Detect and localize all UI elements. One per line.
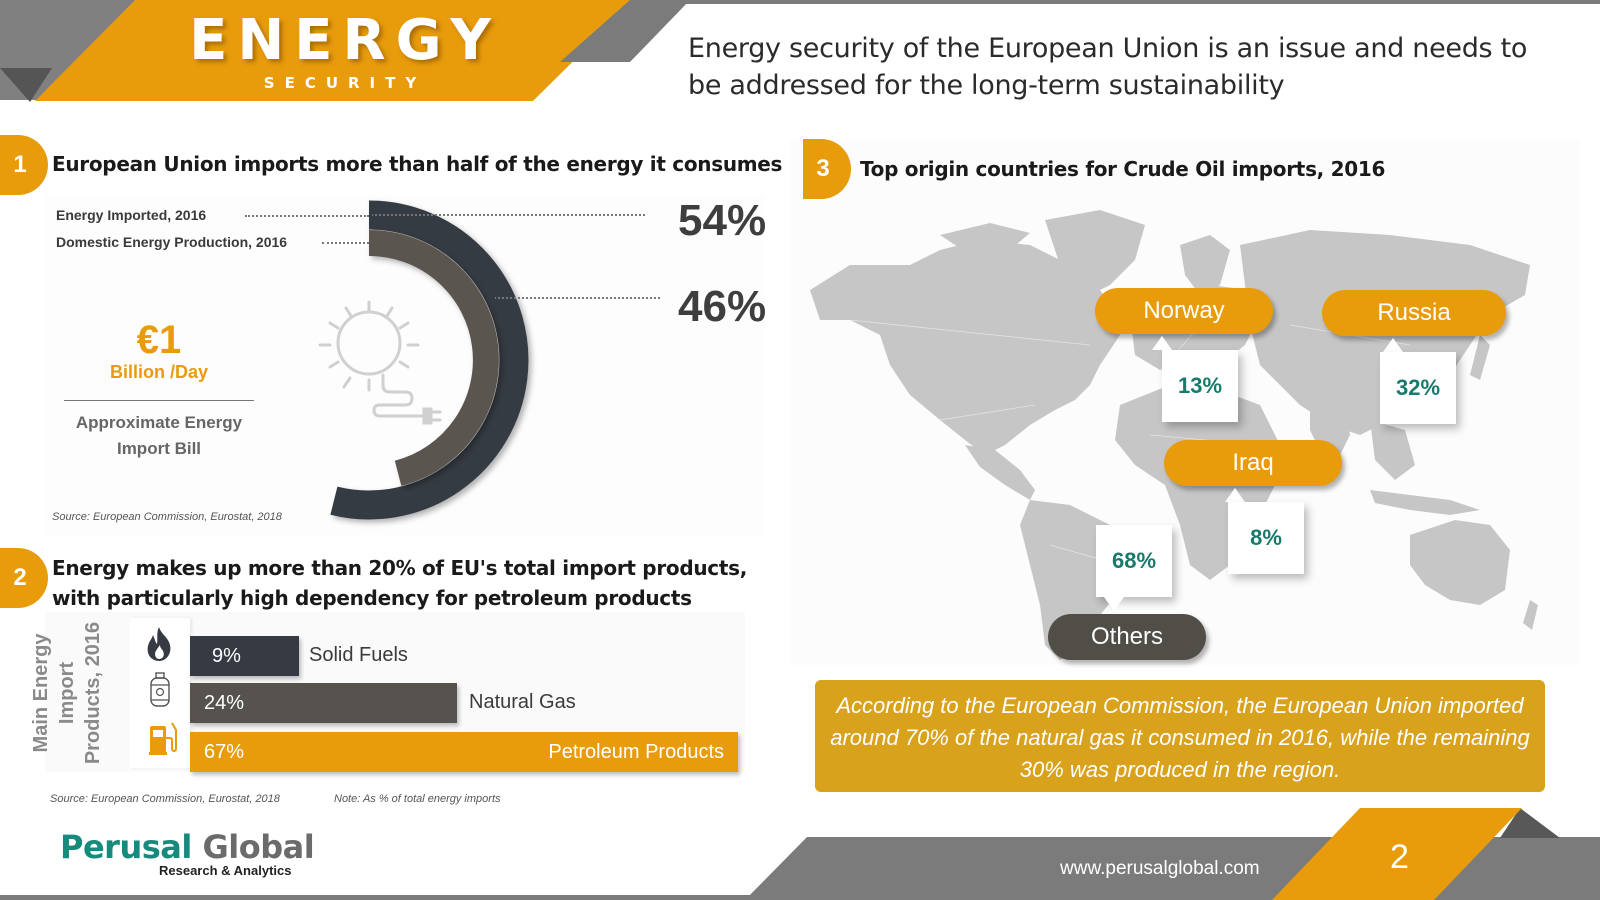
section2-source: Source: European Commission, Eurostat, 2…	[50, 793, 280, 805]
header-orange-banner	[35, 0, 635, 101]
page-subtitle: SECURITY	[263, 74, 427, 92]
energy-donut-chart	[318, 200, 660, 520]
section1-title: European Union imports more than half of…	[52, 152, 783, 176]
bar-natural-gas: 24%	[190, 683, 457, 723]
section2-note: Note: As % of total energy imports	[334, 793, 501, 805]
section1-badge: 1	[0, 135, 48, 195]
section2-title-line2: with particularly high dependency for pe…	[52, 586, 692, 610]
lightbulb-plug-icon	[318, 300, 442, 425]
callout-russia-value: 32%	[1380, 352, 1456, 424]
callout-pointer	[1104, 597, 1124, 611]
footer-bottom-rule	[0, 895, 1600, 900]
country-name: Norway	[1143, 297, 1225, 324]
ring-domestic-production	[368, 230, 499, 486]
bar-value: 24%	[204, 691, 245, 714]
callout-pointer	[1225, 488, 1245, 502]
ring-energy-imported	[330, 200, 529, 520]
section1-source: Source: European Commission, Eurostat, 2…	[52, 511, 282, 523]
imported-percentage: 54%	[678, 196, 767, 245]
legend-imported-label: Energy Imported, 2016	[56, 207, 207, 223]
section3-title: Top origin countries for Crude Oil impor…	[860, 157, 1386, 181]
legend-domestic-label: Domestic Energy Production, 2016	[56, 234, 288, 250]
country-name: Others	[1090, 623, 1164, 650]
divider	[64, 400, 254, 401]
callout-iraq-value: 8%	[1228, 502, 1304, 574]
website-link[interactable]: www.perusalglobal.com	[1060, 858, 1260, 879]
country-name: Russia	[1377, 299, 1451, 326]
natural-gas-quote: According to the European Commission, th…	[815, 680, 1545, 792]
bar-value: 67%	[204, 740, 245, 763]
axis-title-line: Products, 2016	[82, 621, 104, 765]
country-pill-iraq: Iraq	[1164, 440, 1342, 486]
country-pill-norway: Norway	[1095, 288, 1273, 334]
bar-solid-fuels: 9%	[190, 636, 299, 676]
header-top-rule	[680, 0, 1600, 4]
section2-badge: 2	[0, 548, 48, 608]
bar-value: 9%	[212, 644, 241, 667]
logo-secondary: Global	[202, 828, 315, 866]
flame-icon	[147, 627, 171, 661]
world-map	[810, 210, 1538, 660]
logo-tagline: Research & Analytics	[159, 863, 292, 878]
callout-others-value: 68%	[1096, 525, 1172, 597]
header-tagline: Energy security of the European Union is…	[688, 33, 1528, 101]
page-title: ENERGY	[189, 8, 501, 73]
leader-line	[245, 215, 369, 217]
axis-title-line: Import	[56, 661, 78, 725]
axis-title-line: Main Energy	[30, 633, 52, 753]
callout-pointer	[1152, 336, 1172, 350]
bar-label-natural-gas: Natural Gas	[469, 691, 576, 713]
bar-petroleum-products: 67% Petroleum Products	[190, 732, 738, 772]
section3-badge: 3	[803, 139, 851, 199]
callout-pointer	[1383, 338, 1403, 352]
bar-label-solid-fuels: Solid Fuels	[309, 644, 408, 666]
import-bill-amount: €1	[136, 318, 182, 362]
gas-cylinder-icon	[150, 672, 170, 707]
import-bill-unit: Billion /Day	[109, 362, 208, 382]
bar-label-petroleum-products: Petroleum Products	[548, 740, 724, 763]
leader-line	[322, 242, 369, 244]
page-number: 2	[1390, 838, 1409, 876]
logo-primary: Perusal	[60, 828, 192, 866]
callout-norway-value: 13%	[1162, 350, 1238, 422]
section2-title-line1: Energy makes up more than 20% of EU's to…	[52, 556, 747, 580]
country-pill-others: Others	[1048, 614, 1206, 660]
fuel-pump-icon	[149, 722, 177, 755]
import-bill-description: Approximate Energy Import Bill	[75, 413, 243, 458]
country-pill-russia: Russia	[1322, 290, 1506, 336]
domestic-percentage: 46%	[678, 282, 767, 331]
country-name: Iraq	[1232, 449, 1274, 476]
company-logo: Perusal Global	[60, 828, 315, 866]
